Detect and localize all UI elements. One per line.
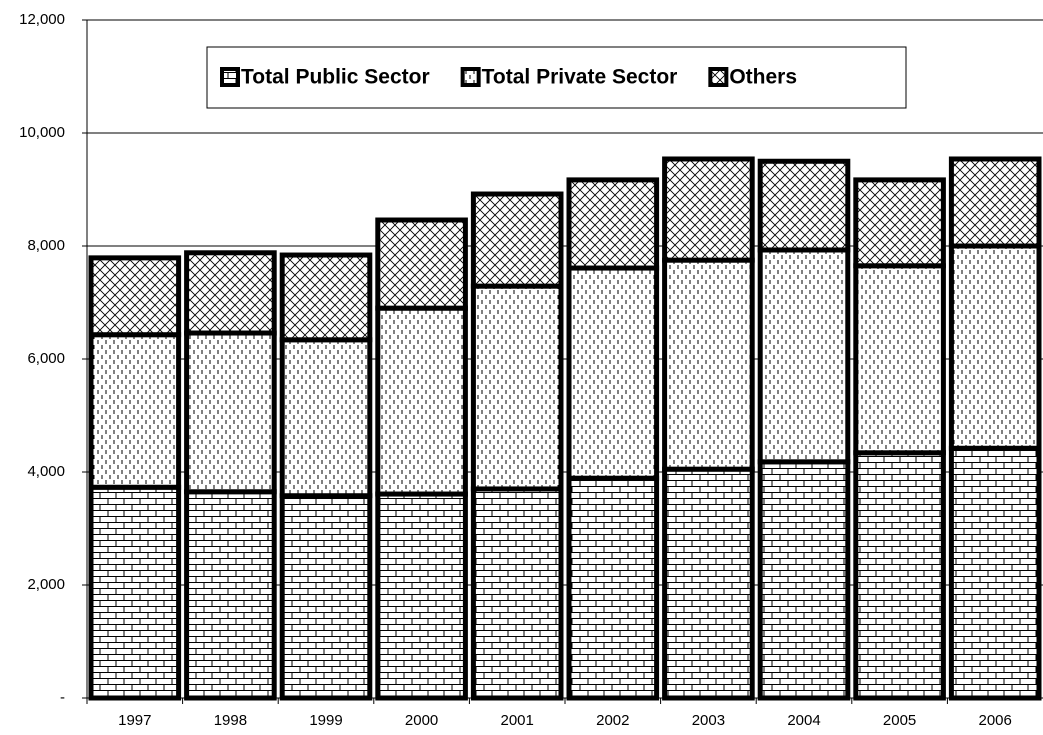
y-tick-label: 12,000 [19, 11, 65, 28]
bar-segment [88, 484, 182, 701]
bar-segment [184, 330, 277, 495]
y-tick-label: 6,000 [27, 350, 65, 367]
legend-label: Total Private Sector [482, 66, 678, 89]
bar-segment [184, 250, 277, 336]
bar-segment [948, 156, 1042, 249]
y-tick-label: - [60, 689, 65, 706]
legend-swatch [460, 67, 481, 87]
legend-label: Others [729, 66, 797, 89]
bar-segment [853, 263, 946, 456]
y-tick-label: 8,000 [27, 237, 65, 254]
bar-segment [566, 265, 660, 481]
bar-segment [566, 177, 660, 271]
bar-segment [375, 491, 468, 701]
legend: Total Public Sector Total Private Sector O… [206, 46, 907, 109]
y-tick-label: 4,000 [27, 463, 65, 480]
x-tick-label: 2003 [692, 712, 725, 729]
bar-segment [948, 445, 1042, 701]
bar-segment [662, 257, 755, 472]
x-tick-label: 1997 [118, 712, 151, 729]
x-tick-label: 1999 [309, 712, 342, 729]
bar-segment [470, 486, 564, 701]
y-tick-label: 10,000 [19, 124, 65, 141]
bar-segment [279, 337, 373, 499]
x-tick-label: 2006 [979, 712, 1012, 729]
legend-swatch [220, 67, 240, 87]
x-tick-label: 1998 [214, 712, 247, 729]
bar-segment [375, 217, 468, 311]
bar-segment [279, 493, 373, 701]
legend-label: Total Public Sector [241, 66, 430, 89]
x-tick-label: 2004 [787, 712, 820, 729]
bar-segment [948, 243, 1042, 451]
bar-segment [88, 332, 182, 490]
x-tick-label: 2002 [596, 712, 629, 729]
bar-segment [184, 489, 277, 701]
bar-segment [279, 252, 373, 343]
legend-swatch [708, 67, 729, 87]
x-tick-label: 2005 [883, 712, 916, 729]
bar-segment [566, 475, 660, 701]
x-tick-label: 2001 [501, 712, 534, 729]
y-tick-label: 2,000 [27, 576, 65, 593]
bar-segment [88, 255, 182, 338]
bar-segment [853, 450, 946, 701]
bar-segment [757, 158, 851, 253]
bar-segment [470, 283, 564, 492]
bar-segment [375, 305, 468, 497]
legend-box [206, 46, 907, 109]
bar-segment [853, 177, 946, 269]
bar-segment [757, 247, 851, 465]
x-tick-label: 2000 [405, 712, 438, 729]
bar-segment [662, 156, 755, 263]
bar-segment [757, 459, 851, 701]
bar-segment [662, 466, 755, 701]
bar-segment [470, 191, 564, 289]
